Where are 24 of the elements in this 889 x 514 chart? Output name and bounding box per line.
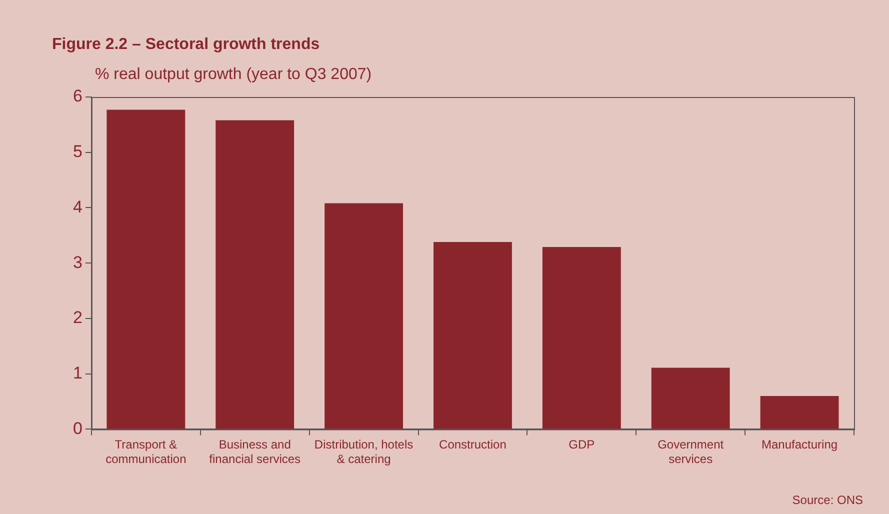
x-tick-label: Distribution, hotels & catering <box>314 438 414 466</box>
bar <box>651 368 730 429</box>
y-axis-title: % real output growth (year to Q3 2007) <box>95 66 372 84</box>
source-note: Source: ONS <box>792 493 863 507</box>
bar <box>434 242 512 429</box>
y-tick-label: 2 <box>72 308 82 328</box>
x-tick-label: GDP <box>568 438 595 452</box>
bar <box>106 110 186 429</box>
y-tick-label: 5 <box>72 142 82 162</box>
bar <box>324 203 404 429</box>
bar <box>760 396 839 429</box>
bar <box>216 120 294 429</box>
bar <box>542 247 621 429</box>
y-tick-label: 4 <box>72 197 82 216</box>
y-tick-label: 0 <box>72 418 82 438</box>
x-tick-label: Business and financial services <box>209 438 301 466</box>
y-tick-label: 6 <box>72 86 82 106</box>
y-tick-label: 3 <box>72 252 82 272</box>
chart-title: Figure 2.2 – Sectoral growth trends <box>52 36 320 54</box>
y-tick-label: 1 <box>72 364 82 383</box>
x-tick-label: Government services <box>658 438 724 466</box>
x-tick-label: Transport & communication <box>106 438 186 466</box>
x-tick-label: Construction <box>439 438 506 452</box>
x-tick-label: Manufacturing <box>762 438 838 452</box>
